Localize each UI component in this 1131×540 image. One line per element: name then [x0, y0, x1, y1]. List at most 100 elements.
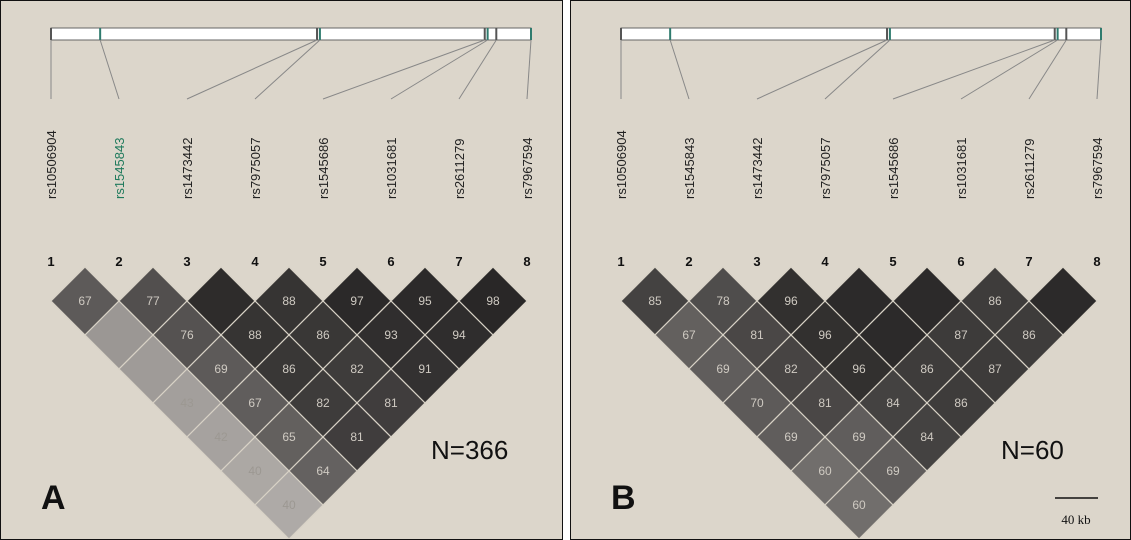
ld-value: 81	[750, 328, 764, 342]
scale-label: 40 kb	[1061, 512, 1090, 527]
snp-name: rs7975057	[818, 138, 833, 199]
ld-value: 40	[248, 464, 262, 478]
ld-value: 40	[282, 498, 296, 512]
ld-value: 60	[852, 498, 866, 512]
ld-value: 78	[716, 294, 730, 308]
snp-connector-line	[322, 39, 485, 100]
ld-value: 97	[350, 294, 364, 308]
ld-value: 84	[920, 430, 934, 444]
ld-value: 96	[784, 294, 798, 308]
snp-name: rs1473442	[180, 138, 195, 199]
ld-value: 94	[452, 328, 466, 342]
ld-value: 60	[818, 464, 832, 478]
snp-connector-line	[892, 39, 1055, 100]
panel-b: rs10506904 rs1545843 rs1473442 rs7975057 rs1…	[570, 0, 1131, 540]
panel-a: rs10506904 rs1545843 rs1473442 rs7975057 rs1…	[0, 0, 563, 540]
snp-name: rs7975057	[248, 138, 263, 199]
ld-diamond	[824, 470, 894, 539]
ld-value: 81	[818, 396, 832, 410]
snp-number: 3	[753, 254, 760, 269]
snp-number: 7	[455, 254, 462, 269]
ld-value: 81	[384, 396, 398, 410]
ld-value: 84	[886, 396, 900, 410]
snp-connector-line	[526, 39, 532, 100]
region-bar	[50, 27, 532, 41]
ld-value: 81	[350, 430, 364, 444]
ld-value: 86	[954, 396, 968, 410]
snp-connector-line	[458, 39, 497, 100]
snp-connector-line	[669, 39, 690, 100]
snp-number: 1	[47, 254, 54, 269]
snp-number: 8	[1093, 254, 1100, 269]
snp-name: rs7967594	[1090, 138, 1105, 199]
sample-size-label: N=60	[1001, 435, 1064, 465]
ld-plot-b: rs10506904 rs1545843 rs1473442 rs7975057 rs1…	[611, 27, 1105, 539]
ld-value: 88	[282, 294, 296, 308]
panel-label: B	[611, 479, 636, 517]
ld-value: 42	[214, 430, 228, 444]
ld-plot-a: rs10506904 rs1545843 rs1473442 rs7975057 rs1…	[41, 27, 535, 539]
ld-value: 82	[784, 362, 798, 376]
snp-connector-line	[99, 39, 120, 100]
region-bar	[620, 27, 1102, 41]
ld-value: 87	[988, 362, 1002, 376]
snp-number: 5	[889, 254, 896, 269]
ld-value: 88	[248, 328, 262, 342]
ld-value: 86	[920, 362, 934, 376]
snp-connector-line	[390, 39, 488, 100]
ld-value: 76	[180, 328, 194, 342]
snp-number: 2	[685, 254, 692, 269]
ld-diamond	[254, 470, 324, 539]
snp-name: rs1473442	[750, 138, 765, 199]
snp-connector-line	[186, 39, 318, 100]
ld-value: 86	[1022, 328, 1036, 342]
ld-value: 98	[486, 294, 500, 308]
panel-label: A	[41, 479, 66, 517]
ld-value: 82	[316, 396, 330, 410]
ld-value: 95	[418, 294, 432, 308]
ld-value: 86	[988, 294, 1002, 308]
snp-name: rs1545843	[682, 138, 697, 199]
snp-name: rs7967594	[520, 138, 535, 199]
ld-value: 67	[78, 294, 92, 308]
snp-name: rs2611279	[452, 139, 467, 199]
ld-value: 67	[248, 396, 262, 410]
snp-name: rs1545843	[112, 138, 127, 199]
snp-connector-line	[1028, 39, 1067, 100]
ld-value: 67	[682, 328, 696, 342]
snp-connector-line	[756, 39, 888, 100]
snp-number: 4	[821, 254, 829, 269]
ld-value: 69	[886, 464, 900, 478]
snp-name: rs1545686	[886, 138, 901, 199]
ld-value: 87	[954, 328, 968, 342]
ld-value: 96	[852, 362, 866, 376]
ld-value: 43	[180, 396, 194, 410]
ld-value: 85	[648, 294, 662, 308]
snp-number: 6	[957, 254, 964, 269]
snp-name: rs1031681	[954, 138, 969, 199]
ld-value: 70	[750, 396, 764, 410]
snp-connector-line	[254, 39, 321, 100]
ld-value: 69	[716, 362, 730, 376]
snp-name: rs10506904	[614, 130, 629, 199]
ld-value: 69	[852, 430, 866, 444]
ld-value: 65	[282, 430, 296, 444]
sample-size-label: N=366	[431, 435, 508, 465]
ld-value: 96	[818, 328, 832, 342]
ld-value: 77	[146, 294, 160, 308]
snp-name: rs1031681	[384, 138, 399, 199]
snp-number: 7	[1025, 254, 1032, 269]
snp-number: 8	[523, 254, 530, 269]
snp-name: rs2611279	[1022, 139, 1037, 199]
snp-connector-line	[1096, 39, 1102, 100]
snp-name: rs1545686	[316, 138, 331, 199]
snp-number: 3	[183, 254, 190, 269]
snp-number: 6	[387, 254, 394, 269]
ld-value: 86	[282, 362, 296, 376]
ld-value: 91	[418, 362, 432, 376]
ld-value: 69	[784, 430, 798, 444]
snp-connector-line	[824, 39, 891, 100]
ld-value: 82	[350, 362, 364, 376]
snp-number: 4	[251, 254, 259, 269]
ld-value: 93	[384, 328, 398, 342]
